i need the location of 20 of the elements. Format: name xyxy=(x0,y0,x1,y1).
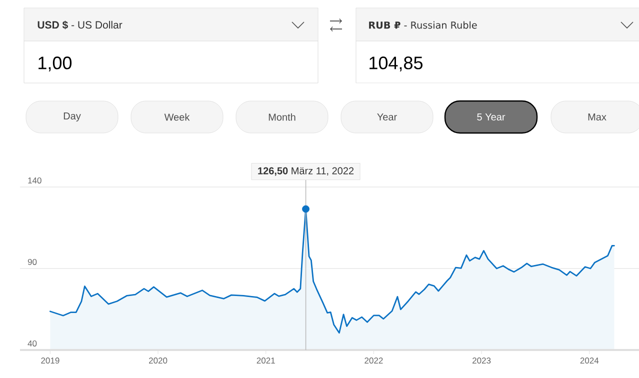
y-tick-label: 140 xyxy=(28,177,42,184)
x-tick-label: 2019 xyxy=(41,358,60,364)
x-tick-label: 2021 xyxy=(256,358,275,364)
x-tick-label: 2020 xyxy=(149,358,168,364)
y-tick-label: 90 xyxy=(28,258,37,265)
x-tick-label: 2024 xyxy=(580,358,599,364)
text: Month xyxy=(268,113,296,121)
y-tick-label: 40 xyxy=(28,340,37,346)
text: RUB ₽ - Russian Ruble xyxy=(369,21,477,29)
text: 5 Year xyxy=(477,114,506,120)
text: Day xyxy=(64,112,81,122)
text: 1,00 xyxy=(38,56,72,72)
text: 126,50 März 11, 2022 xyxy=(258,167,354,176)
text: Week xyxy=(164,113,190,121)
x-tick-label: 2022 xyxy=(364,358,383,364)
text: 104,85 xyxy=(370,56,422,72)
text: Year xyxy=(377,114,397,120)
x-tick-label: 2023 xyxy=(472,358,491,364)
text: USD $ - US Dollar xyxy=(38,20,122,30)
text: Max xyxy=(588,114,606,120)
